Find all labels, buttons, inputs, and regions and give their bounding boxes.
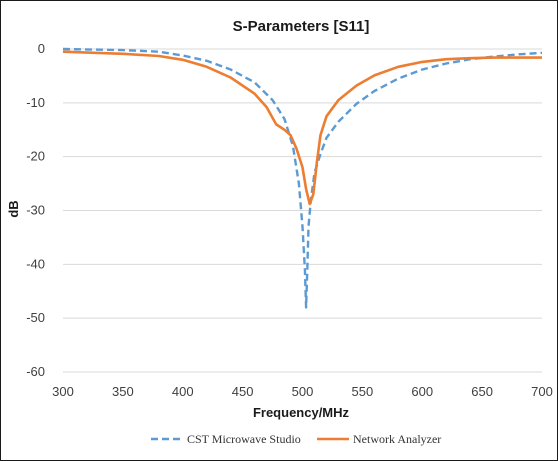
- legend-label-1: CST Microwave Studio: [187, 432, 301, 446]
- x-tick-label: 300: [52, 384, 74, 399]
- series-line-2: [62, 50, 542, 206]
- x-tick-label: 600: [411, 384, 433, 399]
- gridlines: [63, 48, 542, 373]
- series-line-1: [62, 47, 543, 309]
- y-tick-label: -40: [26, 256, 45, 271]
- y-tick-label: -10: [26, 95, 45, 110]
- x-axis-label: Frequency/MHz: [253, 405, 350, 420]
- x-tick-label: 650: [471, 384, 493, 399]
- x-tick-label: 400: [172, 384, 194, 399]
- y-tick-label: 0: [38, 41, 45, 56]
- legend-label-2: Network Analyzer: [353, 432, 441, 446]
- series-lines: [62, 47, 543, 309]
- x-tick-label: 500: [292, 384, 314, 399]
- x-tick-labels: 300 350 400 450 500 550 600 650 700: [52, 384, 553, 399]
- y-tick-label: -50: [26, 310, 45, 325]
- x-tick-label: 700: [531, 384, 553, 399]
- y-tick-labels: 0 -10 -20 -30 -40 -50 -60: [26, 41, 45, 379]
- y-tick-label: -60: [26, 364, 45, 379]
- legend: CST Microwave Studio Network Analyzer: [151, 432, 441, 446]
- chart-title: S-Parameters [S11]: [233, 18, 370, 35]
- x-tick-label: 350: [112, 384, 134, 399]
- x-tick-label: 550: [352, 384, 374, 399]
- y-tick-label: -20: [26, 149, 45, 164]
- x-tick-label: 450: [232, 384, 254, 399]
- y-axis-label: dB: [6, 200, 21, 217]
- y-tick-label: -30: [26, 203, 45, 218]
